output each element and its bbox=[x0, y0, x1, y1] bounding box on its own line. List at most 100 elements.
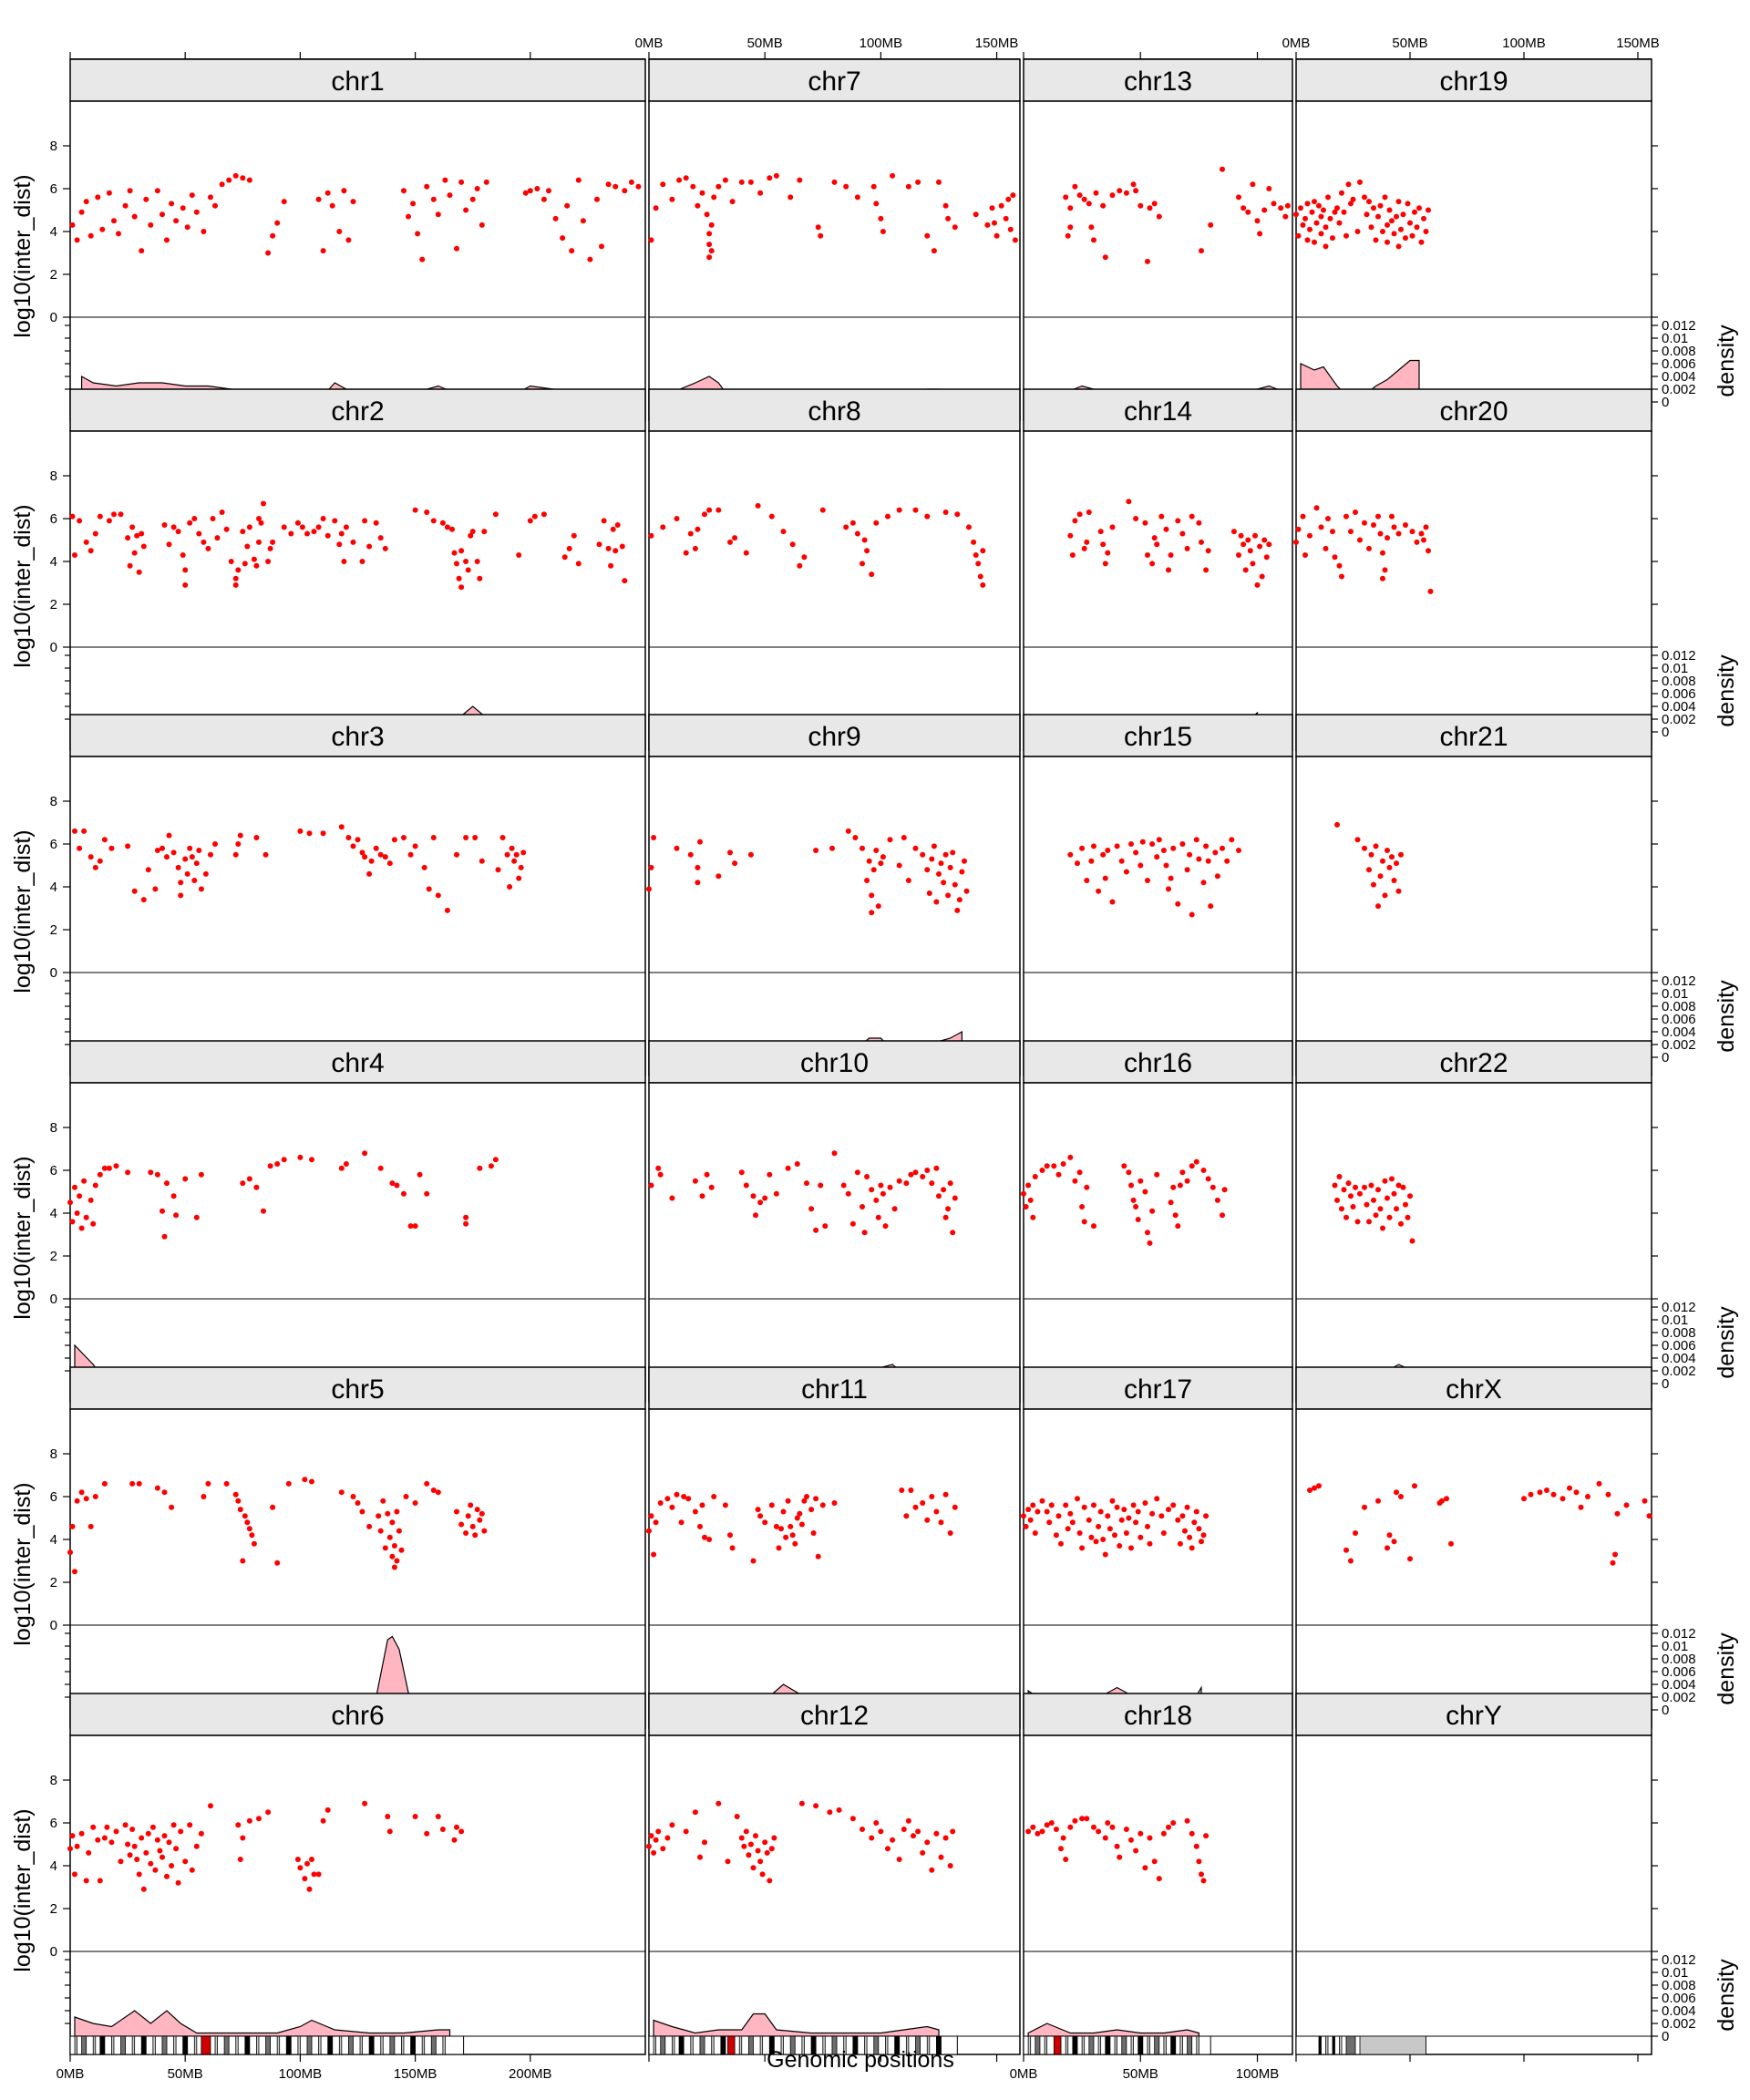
cytoband bbox=[276, 2035, 281, 2055]
data-point bbox=[1407, 1556, 1413, 1562]
data-point bbox=[971, 539, 977, 545]
data-point bbox=[1075, 1496, 1080, 1502]
data-point bbox=[1313, 505, 1320, 511]
data-point bbox=[1250, 181, 1256, 188]
data-point bbox=[561, 554, 568, 561]
data-point bbox=[350, 843, 356, 849]
data-point bbox=[1354, 837, 1361, 843]
data-point bbox=[1605, 1491, 1611, 1498]
data-point bbox=[191, 516, 198, 521]
data-point bbox=[1123, 869, 1129, 875]
cytoband bbox=[843, 2035, 847, 2055]
strip-label: chr1 bbox=[331, 67, 384, 97]
y-axis-title: log10(inter_dist) bbox=[10, 504, 36, 667]
data-point bbox=[78, 209, 85, 215]
y-tick-label: 6 bbox=[50, 837, 57, 852]
x-top-tick-label: 100MB bbox=[1502, 36, 1546, 51]
data-point bbox=[304, 1860, 310, 1867]
data-point bbox=[148, 1860, 154, 1867]
data-point bbox=[1312, 199, 1317, 205]
data-point bbox=[274, 1161, 281, 1167]
ideogram bbox=[69, 2035, 465, 2055]
data-point bbox=[1336, 562, 1343, 569]
data-point bbox=[373, 520, 379, 526]
data-point bbox=[214, 535, 221, 541]
data-point bbox=[764, 1849, 770, 1856]
y-tick-label: 4 bbox=[50, 1858, 57, 1874]
strip-chr7 bbox=[648, 58, 1021, 102]
data-point bbox=[1100, 851, 1107, 858]
data-point bbox=[540, 511, 547, 518]
data-point bbox=[1067, 1154, 1074, 1160]
data-point bbox=[134, 1857, 140, 1862]
strip-chr9 bbox=[648, 714, 1021, 757]
data-point bbox=[594, 196, 600, 202]
rainfall-points bbox=[72, 824, 527, 913]
cytoband bbox=[348, 2035, 354, 2055]
data-point bbox=[373, 845, 379, 851]
data-point bbox=[212, 202, 218, 209]
data-point bbox=[329, 202, 335, 209]
data-point bbox=[108, 1839, 115, 1846]
data-point bbox=[1307, 226, 1312, 232]
panel-frame bbox=[1023, 1082, 1293, 1403]
data-point bbox=[127, 562, 133, 569]
data-point bbox=[612, 548, 619, 554]
data-point bbox=[1398, 226, 1404, 232]
data-point bbox=[792, 1540, 798, 1547]
y-tick-label: 2 bbox=[50, 1249, 57, 1264]
data-point bbox=[1321, 207, 1326, 213]
data-point bbox=[729, 1545, 736, 1551]
strip-chr22 bbox=[1295, 1040, 1652, 1084]
data-point bbox=[845, 828, 851, 834]
data-point bbox=[1400, 1184, 1406, 1190]
panel-chr12: chr12 bbox=[646, 1693, 1021, 2055]
data-point bbox=[840, 1182, 847, 1189]
data-point bbox=[83, 199, 89, 205]
data-point bbox=[1105, 848, 1111, 853]
panel-frame bbox=[69, 1735, 646, 2055]
data-point bbox=[1394, 1206, 1399, 1212]
data-point bbox=[947, 864, 953, 870]
data-point bbox=[810, 1530, 817, 1536]
data-point bbox=[864, 878, 870, 883]
panel-chr7: chr7 bbox=[648, 58, 1021, 421]
data-point bbox=[235, 841, 242, 847]
data-point bbox=[454, 1508, 459, 1515]
data-point bbox=[189, 192, 195, 199]
data-point bbox=[933, 1830, 940, 1837]
cytoband bbox=[1072, 2035, 1078, 2055]
data-point bbox=[338, 530, 345, 537]
data-point bbox=[182, 582, 189, 588]
data-point bbox=[1027, 1197, 1034, 1203]
strip-label: chr5 bbox=[331, 1374, 384, 1405]
data-point bbox=[88, 232, 94, 239]
cytoband bbox=[306, 2035, 313, 2055]
panel-frame bbox=[1023, 430, 1293, 751]
data-point bbox=[189, 1867, 195, 1873]
cytoband bbox=[193, 2035, 198, 2055]
data-point bbox=[122, 1822, 129, 1828]
panel-chr16: chr16 bbox=[1021, 1040, 1293, 1403]
data-point bbox=[1175, 1517, 1181, 1523]
data-point bbox=[187, 845, 193, 851]
data-point bbox=[1371, 1197, 1376, 1203]
data-point bbox=[398, 1547, 405, 1553]
cytoband bbox=[1147, 2035, 1150, 2055]
data-point bbox=[244, 543, 251, 550]
data-point bbox=[743, 550, 749, 556]
data-point bbox=[1325, 194, 1331, 201]
data-point bbox=[242, 1513, 248, 1519]
data-point bbox=[1093, 1539, 1099, 1545]
x-top-tick-label: 150MB bbox=[975, 36, 1019, 51]
data-point bbox=[780, 1508, 787, 1515]
data-point bbox=[1380, 858, 1385, 864]
data-point bbox=[912, 845, 919, 851]
data-point bbox=[1348, 201, 1354, 207]
data-point bbox=[261, 1208, 266, 1214]
data-point bbox=[1353, 1530, 1358, 1536]
data-point bbox=[715, 183, 722, 190]
data-point bbox=[1377, 873, 1384, 880]
y-tick-label: 8 bbox=[50, 794, 57, 809]
cytoband bbox=[864, 2035, 868, 2055]
